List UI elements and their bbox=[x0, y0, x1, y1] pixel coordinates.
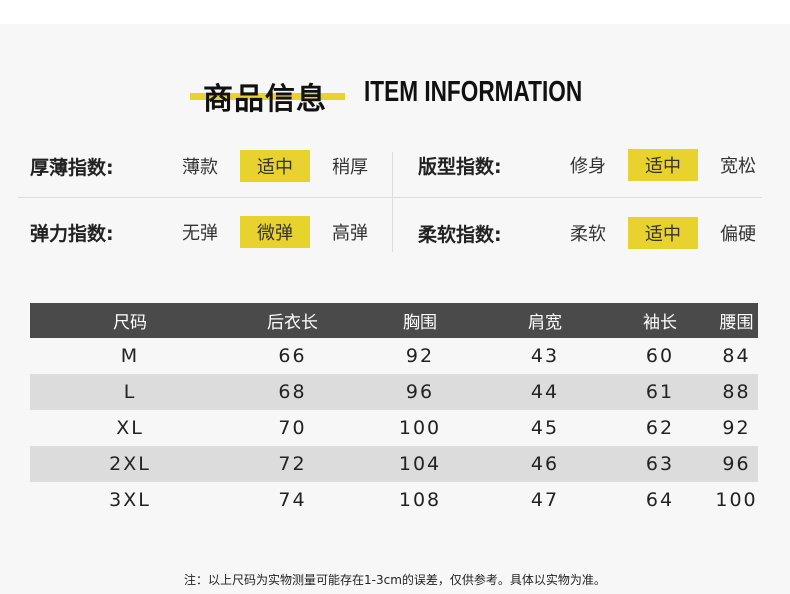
index-option-selected: 适中 bbox=[240, 150, 310, 182]
table-cell: 46 bbox=[485, 446, 605, 482]
index-label: 厚薄指数: bbox=[30, 156, 114, 179]
index-option: 柔软 bbox=[570, 224, 606, 245]
table-cell: 60 bbox=[645, 345, 675, 367]
index-option: 薄款 bbox=[182, 157, 218, 178]
col-header: 肩宽 bbox=[485, 303, 605, 338]
table-row: M 66 92 43 60 84 bbox=[30, 338, 758, 374]
table-cell: 104 bbox=[355, 446, 485, 482]
table-cell: 96 bbox=[715, 446, 758, 482]
table-cell: 63 bbox=[605, 446, 715, 482]
col-header: 腰围 bbox=[715, 303, 758, 338]
table-cell: 2XL bbox=[30, 446, 230, 482]
table-cell: 64 bbox=[645, 489, 675, 511]
table-cell: 74 bbox=[278, 489, 307, 511]
table-cell: 3XL bbox=[109, 489, 151, 511]
table-cell: 61 bbox=[605, 374, 715, 410]
section-title: 商品信息 ITEM INFORMATION bbox=[0, 72, 790, 117]
table-cell: 70 bbox=[278, 417, 307, 439]
index-label: 弹力指数: bbox=[30, 222, 114, 245]
index-option-selected: 适中 bbox=[628, 217, 698, 249]
index-option-selected: 适中 bbox=[628, 149, 698, 181]
size-table: 尺码 后衣长 胸围 肩宽 袖长 腰围 M 66 92 43 60 84 L 68 96 44 61 8… bbox=[30, 303, 758, 518]
index-fit: 版型指数: 修身 适中 宽松 bbox=[418, 145, 778, 185]
table-cell: 96 bbox=[355, 374, 485, 410]
table-cell: 62 bbox=[645, 417, 675, 439]
size-note: 注：以上尺码为实物测量可能存在1-3cm的误差，仅供参考。具体以实物为准。 bbox=[184, 573, 606, 587]
table-cell: 47 bbox=[530, 489, 560, 511]
index-option: 无弹 bbox=[182, 223, 218, 244]
table-cell: 88 bbox=[715, 374, 758, 410]
table-cell: 92 bbox=[722, 417, 751, 439]
table-cell: 66 bbox=[278, 345, 307, 367]
table-cell: 84 bbox=[722, 345, 751, 367]
index-thickness: 厚薄指数: 薄款 适中 稍厚 bbox=[30, 146, 390, 186]
col-header: 袖长 bbox=[605, 303, 715, 338]
table-cell: 72 bbox=[230, 446, 355, 482]
table-cell: L bbox=[30, 374, 230, 410]
table-row: 2XL 72 104 46 63 96 bbox=[30, 446, 758, 482]
table-cell: 92 bbox=[405, 345, 435, 367]
title-chinese: 商品信息 bbox=[203, 82, 327, 117]
index-label: 版型指数: bbox=[418, 155, 502, 178]
table-row: 3XL 74 108 47 64 100 bbox=[30, 482, 758, 518]
index-option: 修身 bbox=[570, 156, 606, 177]
title-english: ITEM INFORMATION bbox=[364, 76, 583, 108]
divider-horizontal bbox=[18, 197, 762, 198]
index-option-selected: 微弹 bbox=[240, 216, 310, 248]
table-cell: 45 bbox=[530, 417, 560, 439]
divider-vertical bbox=[392, 152, 393, 252]
index-option: 偏硬 bbox=[720, 224, 756, 245]
col-header: 胸围 bbox=[355, 303, 485, 338]
index-elasticity: 弹力指数: 无弹 微弹 高弹 bbox=[30, 212, 390, 252]
title-underline-bar bbox=[190, 93, 345, 100]
table-row: L 68 96 44 61 88 bbox=[30, 374, 758, 410]
table-cell: 100 bbox=[398, 417, 442, 439]
table-cell: 108 bbox=[398, 489, 442, 511]
table-cell: 100 bbox=[715, 489, 758, 511]
table-cell: 68 bbox=[230, 374, 355, 410]
index-option: 稍厚 bbox=[332, 157, 368, 178]
index-label: 柔软指数: bbox=[418, 223, 502, 246]
table-cell: XL bbox=[116, 417, 144, 439]
table-header-row: 尺码 后衣长 胸围 肩宽 袖长 腰围 bbox=[30, 303, 758, 338]
index-option: 高弹 bbox=[332, 223, 368, 244]
col-header: 后衣长 bbox=[230, 303, 355, 338]
index-softness: 柔软指数: 柔软 适中 偏硬 bbox=[418, 213, 778, 253]
table-cell: 43 bbox=[530, 345, 560, 367]
table-cell: M bbox=[120, 345, 140, 367]
table-row: XL 70 100 45 62 92 bbox=[30, 410, 758, 446]
index-option: 宽松 bbox=[720, 156, 756, 177]
table-cell: 44 bbox=[485, 374, 605, 410]
col-header: 尺码 bbox=[30, 303, 230, 338]
